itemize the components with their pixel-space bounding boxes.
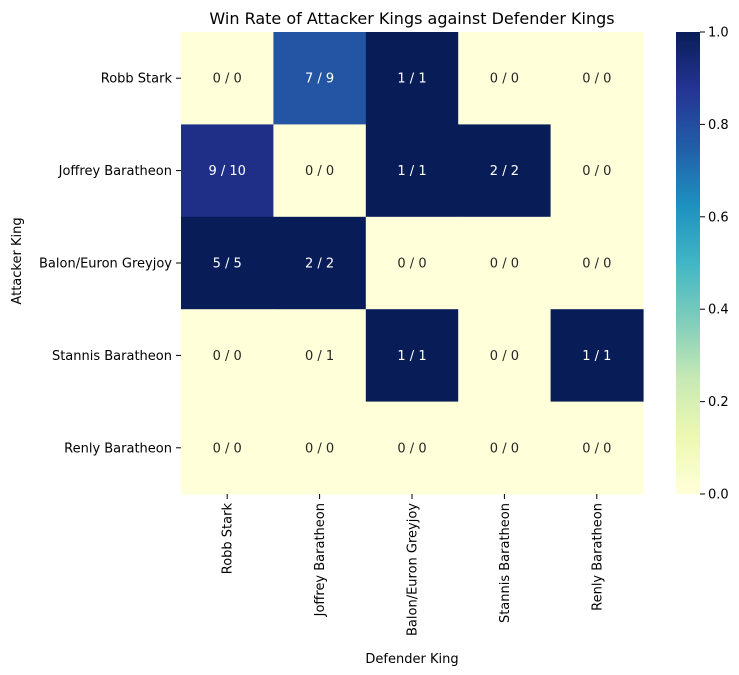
heatmap-cell — [550, 32, 644, 125]
heatmap-cell — [273, 216, 367, 310]
cell-annotation: 0 / 0 — [397, 441, 426, 456]
y-tick-label: Renly Baratheon — [64, 441, 172, 456]
heatmap-cell — [458, 124, 552, 218]
cell-annotation: 0 / 0 — [582, 72, 611, 87]
colorbar-tick-label: 0.4 — [708, 303, 729, 318]
cell-annotation: 7 / 9 — [305, 72, 334, 87]
y-tick-label: Stannis Baratheon — [52, 349, 172, 364]
heatmap-cell — [458, 216, 552, 310]
chart-title: Win Rate of Attacker Kings against Defen… — [209, 9, 614, 28]
cell-annotation: 1 / 1 — [582, 349, 611, 364]
x-axis-label: Defender King — [365, 652, 458, 667]
heatmap-cell — [181, 401, 274, 495]
cell-annotation: 0 / 0 — [305, 441, 334, 456]
cell-annotation: 0 / 0 — [397, 257, 426, 272]
y-tick-label: Robb Stark — [101, 72, 173, 87]
heatmap-cell — [458, 32, 552, 125]
colorbar: 0.0 0.2 0.4 0.6 0.8 1.0 — [676, 26, 729, 503]
cell-annotation: 0 / 1 — [305, 349, 334, 364]
colorbar-tick-label: 0.6 — [708, 210, 729, 225]
cell-annotation: 0 / 0 — [213, 441, 242, 456]
heatmap-cell — [365, 309, 459, 403]
heatmap-cell — [273, 401, 367, 495]
heatmap-cell — [550, 124, 644, 218]
cell-annotation: 0 / 0 — [213, 349, 242, 364]
cell-annotation: 1 / 1 — [397, 349, 426, 364]
colorbar-tick-label: 0.0 — [708, 488, 729, 503]
colorbar-gradient — [676, 32, 700, 494]
colorbar-tick-label: 0.2 — [708, 395, 729, 410]
x-tick-label: Joffrey Baratheon — [313, 503, 328, 617]
heatmap-cell — [550, 309, 644, 403]
cell-annotation: 0 / 0 — [582, 441, 611, 456]
cell-annotation: 2 / 2 — [490, 164, 519, 179]
cell-annotation: 0 / 0 — [490, 72, 519, 87]
heatmap-cell — [181, 216, 274, 310]
cell-annotation: 0 / 0 — [490, 349, 519, 364]
cell-annotation: 0 / 0 — [490, 257, 519, 272]
heatmap-cell — [181, 309, 274, 403]
y-tick-label: Balon/Euron Greyjoy — [39, 257, 172, 272]
cell-annotation: 5 / 5 — [213, 257, 242, 272]
cell-annotation: 1 / 1 — [397, 72, 426, 87]
colorbar-ticks: 0.0 0.2 0.4 0.6 0.8 1.0 — [700, 26, 729, 503]
heatmap-cell — [365, 401, 459, 495]
y-tick-label: Joffrey Baratheon — [58, 164, 172, 179]
heatmap-cell — [181, 124, 274, 218]
cell-annotation: 0 / 0 — [213, 72, 242, 87]
heatmap-cell — [273, 124, 367, 218]
heatmap-cell — [550, 401, 644, 495]
x-tick-label: Renly Baratheon — [590, 503, 605, 611]
heatmap-cell — [365, 32, 459, 125]
cell-annotation: 2 / 2 — [305, 257, 334, 272]
y-axis: Robb Stark Joffrey Baratheon Balon/Euron G… — [39, 72, 181, 456]
heatmap-cell — [181, 32, 274, 125]
y-axis-label: Attacker King — [10, 217, 25, 304]
cell-annotations: 0 / 0 7 / 9 1 / 1 0 / 0 0 / 0 9 / 10 0 / 0 1 / … — [208, 72, 611, 457]
heatmap-cell — [365, 216, 459, 310]
heatmap-cell — [458, 401, 552, 495]
colorbar-tick-label: 1.0 — [708, 26, 729, 41]
heatmap-cell — [273, 32, 367, 125]
heatmap-cells — [181, 32, 644, 495]
cell-annotation: 0 / 0 — [490, 441, 519, 456]
cell-annotation: 0 / 0 — [582, 257, 611, 272]
heatmap-cell — [458, 309, 552, 403]
heatmap-cell — [550, 216, 644, 310]
cell-annotation: 9 / 10 — [208, 164, 245, 179]
heatmap-cell — [365, 124, 459, 218]
colorbar-tick-label: 0.8 — [708, 118, 729, 133]
x-axis: Robb Stark Joffrey Baratheon Balon/Euron G… — [221, 494, 605, 636]
x-tick-label: Robb Stark — [221, 503, 236, 575]
cell-annotation: 0 / 0 — [305, 164, 334, 179]
cell-annotation: 1 / 1 — [397, 164, 426, 179]
x-tick-label: Stannis Baratheon — [498, 503, 513, 623]
heatmap-cell — [273, 309, 367, 403]
cell-annotation: 0 / 0 — [582, 164, 611, 179]
x-tick-label: Balon/Euron Greyjoy — [406, 503, 421, 636]
